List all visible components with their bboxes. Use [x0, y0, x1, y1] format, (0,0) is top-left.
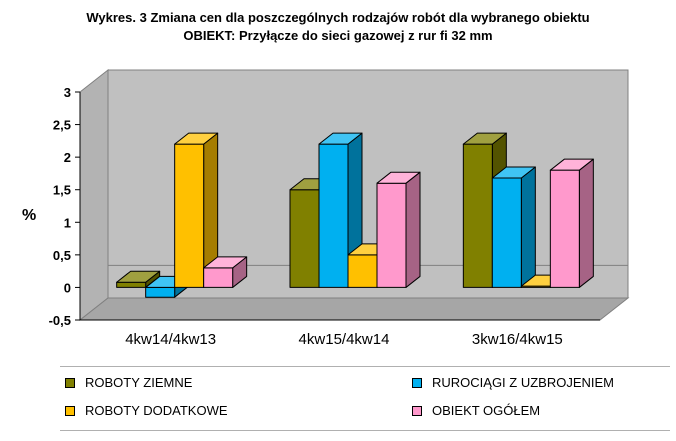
chart-title-line-2: OBIEKT: Przyłącze do sieci gazowej z rur…: [183, 28, 493, 43]
bar-4-3: [549, 158, 594, 288]
legend-item-rurociagi: RUROCIĄGI Z UZBROJENIEM: [412, 375, 614, 390]
y-tick-label: 1: [64, 215, 71, 230]
legend-swatch-rurociagi: [412, 377, 422, 388]
y-tick-label: 0,5: [53, 248, 71, 263]
x-tick-label: 4kw15/4kw14: [299, 331, 390, 348]
legend-item-obiekt-ogolem: OBIEKT OGÓŁEM: [412, 403, 540, 418]
chart-title-line-1: Wykres. 3 Zmiana cen dla poszczególnych …: [86, 10, 590, 25]
legend-bottom-rule: [60, 430, 670, 431]
chart-side-wall: [79, 68, 109, 322]
y-tick-label: 3: [64, 85, 71, 100]
legend-top-rule: [60, 366, 670, 367]
x-tick-label: 3kw16/4kw15: [472, 331, 563, 348]
y-tick-label: 2: [64, 150, 71, 165]
legend-label-rurociagi: RUROCIĄGI Z UZBROJENIEM: [432, 375, 615, 390]
y-axis-label: %: [22, 207, 36, 224]
legend-swatch-roboty-dodatkowe: [65, 405, 75, 416]
legend-label-roboty-ziemne: ROBOTY ZIEMNE: [85, 375, 193, 390]
bar-4-2: [376, 171, 421, 288]
bar-3-1: [174, 132, 219, 288]
bar-1-1: [116, 270, 161, 288]
legend-item-roboty-ziemne: ROBOTY ZIEMNE: [65, 375, 192, 390]
y-tick-label: 0: [64, 280, 71, 295]
bar-4-1: [203, 256, 248, 288]
chart-floor: [78, 297, 630, 321]
legend-label-roboty-dodatkowe: ROBOTY DODATKOWE: [85, 403, 228, 418]
bar-2-3: [491, 166, 536, 288]
y-tick-label: 2,5: [53, 118, 71, 133]
x-tick-label: 4kw14/4kw13: [125, 331, 216, 348]
y-tick-label: -0,5: [49, 313, 71, 328]
legend-label-obiekt-ogolem: OBIEKT OGÓŁEM: [432, 403, 541, 418]
y-tick-label: 1,5: [53, 183, 71, 198]
legend-swatch-obiekt-ogolem: [412, 405, 422, 416]
legend-swatch-roboty-ziemne: [65, 377, 75, 388]
legend-item-roboty-dodatkowe: ROBOTY DODATKOWE: [65, 403, 228, 418]
chart-title: Wykres. 3 Zmiana cen dla poszczególnych …: [0, 9, 676, 45]
